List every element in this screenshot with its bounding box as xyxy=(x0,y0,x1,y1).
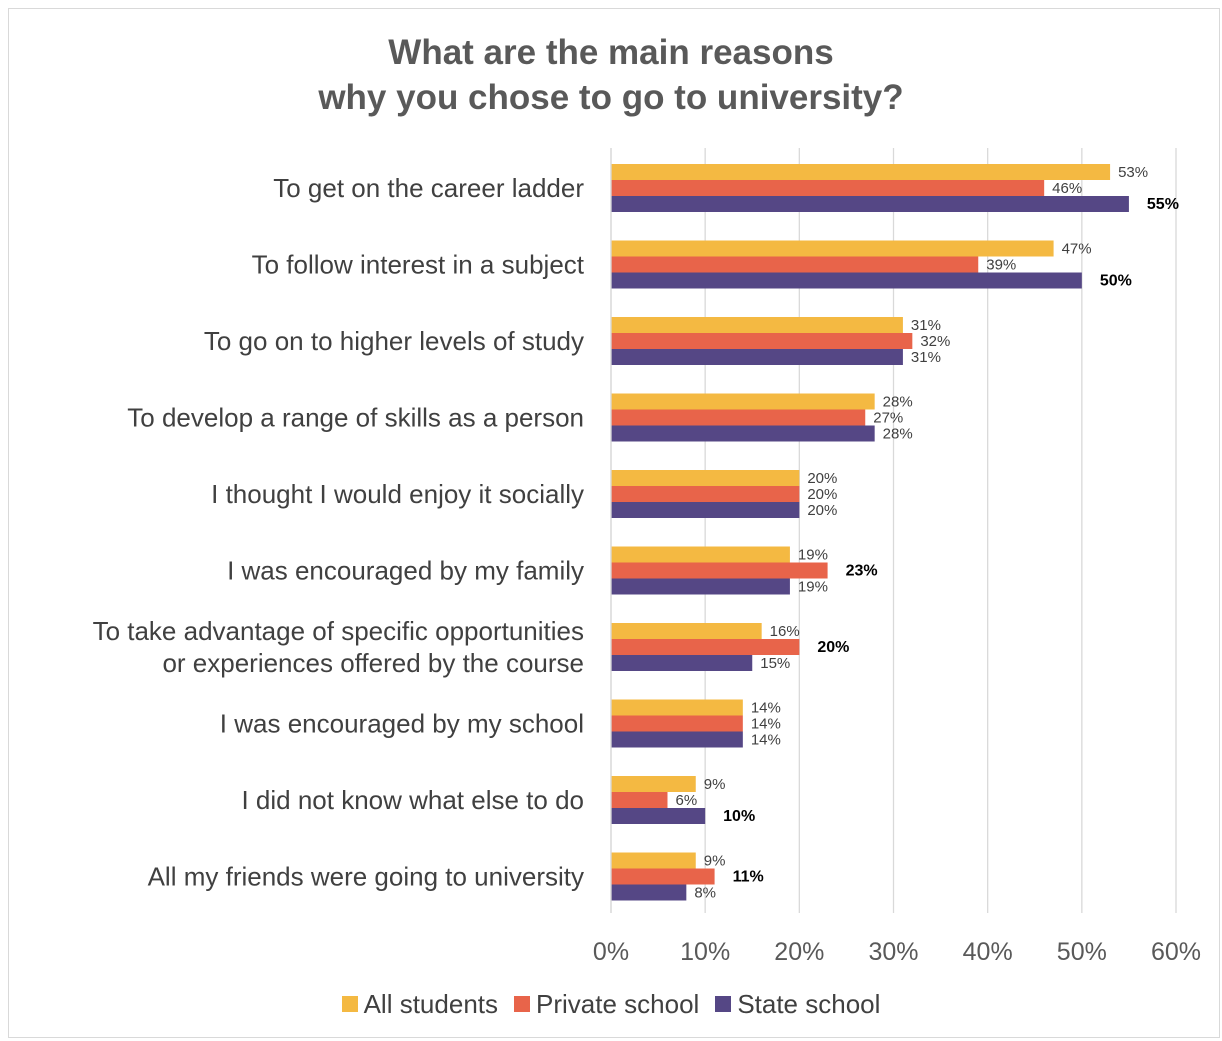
x-tick-label: 0% xyxy=(593,938,629,966)
bar-state-school xyxy=(611,272,1082,289)
x-tick-label: 50% xyxy=(1057,938,1107,966)
category-label: To go on to higher levels of study xyxy=(204,326,584,356)
data-label: 20% xyxy=(807,470,837,487)
data-label: 50% xyxy=(1100,273,1132,290)
legend-item: State school xyxy=(715,989,880,1020)
data-label: 20% xyxy=(817,639,849,656)
data-label: 28% xyxy=(883,426,913,443)
data-label: 27% xyxy=(873,410,903,427)
chart-title-line-1: What are the main reasons xyxy=(388,33,834,72)
bar-all-students xyxy=(611,546,790,563)
data-label: 10% xyxy=(723,808,755,825)
bar-state-school xyxy=(611,655,753,671)
data-label: 19% xyxy=(798,579,828,596)
category-label: To follow interest in a subject xyxy=(252,250,585,280)
bar-private-school xyxy=(611,256,979,273)
category-label: To get on the career ladder xyxy=(273,173,584,203)
data-label: 20% xyxy=(807,502,837,519)
chart-legend: All students Private school State school xyxy=(0,988,1222,1020)
category-label: I was encouraged by my family xyxy=(227,556,584,586)
bar-all-students xyxy=(611,470,800,486)
legend-item: All students xyxy=(341,988,498,1020)
bar-state-school xyxy=(611,578,790,595)
bar-state-school xyxy=(611,196,1129,212)
category-label: I was encouraged by my school xyxy=(220,709,584,739)
bar-all-students xyxy=(611,699,743,716)
data-label: 31% xyxy=(911,317,941,334)
data-label: 23% xyxy=(846,563,878,580)
data-label: 19% xyxy=(798,547,828,564)
data-label: 6% xyxy=(676,792,698,809)
bar-private-school xyxy=(611,409,866,426)
chart-title: What are the main reasons why you chose … xyxy=(0,30,1222,120)
data-label: 9% xyxy=(704,776,726,793)
bar-private-school xyxy=(611,180,1045,196)
data-label: 8% xyxy=(694,885,716,902)
bar-all-students xyxy=(611,164,1111,180)
legend-swatch xyxy=(715,996,732,1012)
bar-state-school xyxy=(611,425,875,442)
data-label: 9% xyxy=(704,853,726,870)
category-label: To develop a range of skills as a person xyxy=(127,403,584,433)
category-label: I did not know what else to do xyxy=(241,785,584,815)
bar-private-school xyxy=(611,792,668,808)
data-label: 28% xyxy=(883,394,913,411)
data-label: 11% xyxy=(733,869,764,886)
data-label: 55% xyxy=(1147,196,1179,213)
data-label: 39% xyxy=(986,257,1016,274)
data-label: 31% xyxy=(911,349,941,366)
data-label: 20% xyxy=(807,486,837,503)
bar-private-school xyxy=(611,333,913,349)
data-label: 53% xyxy=(1118,164,1148,181)
chart-title-line-2: why you chose to go to university? xyxy=(318,78,904,117)
legend-label: State school xyxy=(737,988,881,1019)
data-label: 14% xyxy=(751,732,781,749)
x-tick-label: 30% xyxy=(868,938,918,966)
bar-private-school xyxy=(611,715,743,732)
data-label: 14% xyxy=(751,700,781,717)
legend-swatch xyxy=(514,996,530,1012)
category-label: or experiences offered by the course xyxy=(162,648,584,678)
category-label: All my friends were going to university xyxy=(148,862,584,892)
data-label: 15% xyxy=(760,655,790,672)
bar-all-students xyxy=(611,240,1054,257)
bar-state-school xyxy=(611,808,706,824)
legend-swatch xyxy=(341,996,358,1012)
data-label: 46% xyxy=(1052,180,1082,197)
bar-private-school xyxy=(611,868,715,885)
bar-state-school xyxy=(611,884,687,901)
data-label: 47% xyxy=(1062,241,1092,258)
legend-label: Private school xyxy=(536,988,700,1019)
bar-state-school xyxy=(611,349,903,365)
data-label: 14% xyxy=(751,716,781,733)
bar-all-students xyxy=(611,317,903,333)
legend-item: Private school xyxy=(514,989,699,1020)
bar-all-students xyxy=(611,776,696,792)
x-tick-label: 20% xyxy=(774,938,824,966)
bar-state-school xyxy=(611,731,743,748)
data-label: 32% xyxy=(920,333,950,350)
bar-state-school xyxy=(611,502,800,518)
bar-all-students xyxy=(611,852,696,869)
data-label: 16% xyxy=(770,623,800,640)
bar-private-school xyxy=(611,639,800,655)
x-tick-label: 40% xyxy=(963,938,1013,966)
category-label: To take advantage of specific opportunit… xyxy=(93,616,584,646)
x-tick-label: 10% xyxy=(680,938,730,966)
bar-private-school xyxy=(611,486,800,502)
x-tick-label: 60% xyxy=(1151,938,1201,966)
bar-all-students xyxy=(611,393,875,410)
category-label: I thought I would enjoy it socially xyxy=(211,479,584,509)
bar-all-students xyxy=(611,623,762,639)
bar-private-school xyxy=(611,562,828,579)
legend-label: All students xyxy=(363,988,498,1019)
